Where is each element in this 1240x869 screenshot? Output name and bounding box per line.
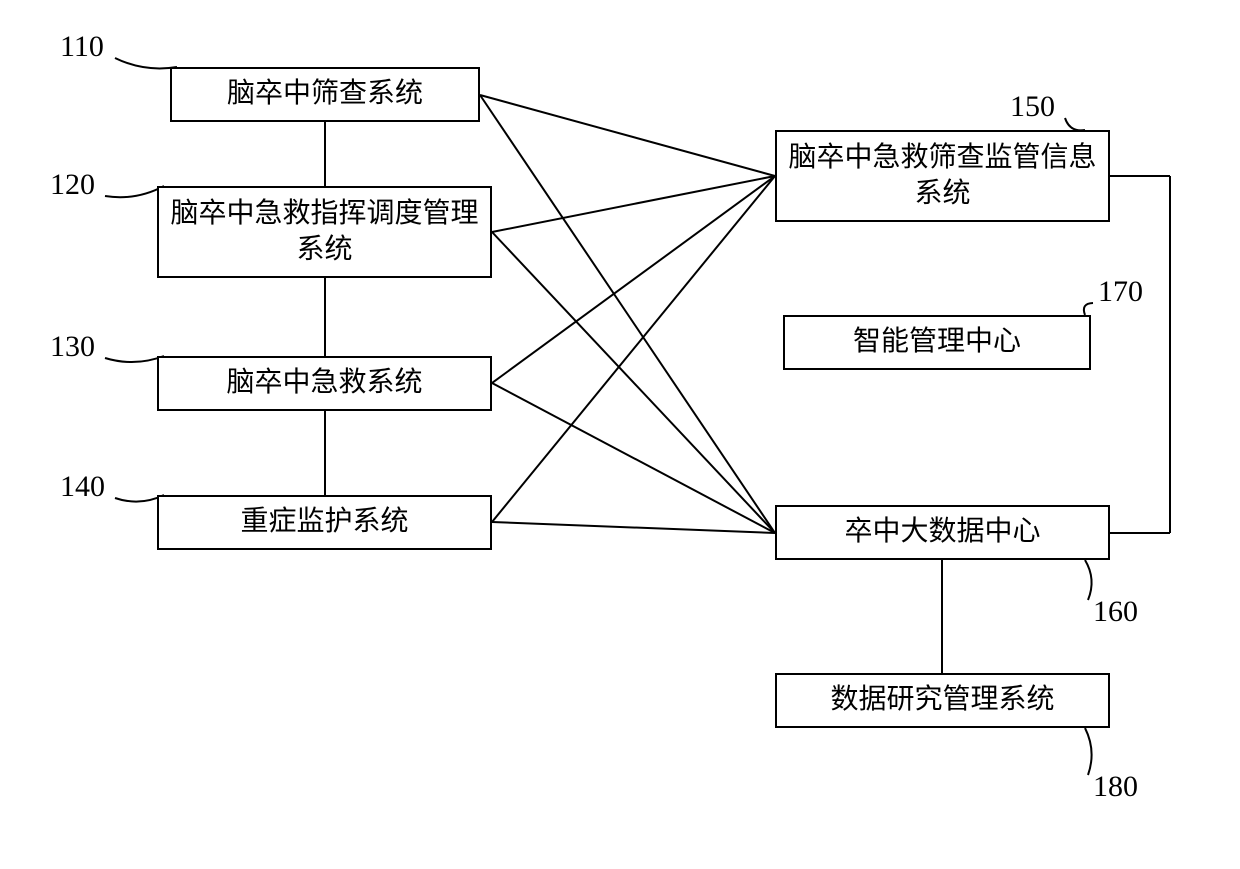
node-n110: 脑卒中筛查系统 bbox=[170, 67, 480, 122]
number-label-n140: 140 bbox=[60, 470, 105, 504]
node-n150: 脑卒中急救筛查监管信息系统 bbox=[775, 130, 1110, 222]
node-n130: 脑卒中急救系统 bbox=[157, 356, 492, 411]
node-n120: 脑卒中急救指挥调度管理系统 bbox=[157, 186, 492, 278]
node-n160: 卒中大数据中心 bbox=[775, 505, 1110, 560]
number-label-n110: 110 bbox=[60, 30, 104, 64]
number-label-n170: 170 bbox=[1098, 275, 1143, 309]
number-label-n120: 120 bbox=[50, 168, 95, 202]
number-label-n160: 160 bbox=[1093, 595, 1138, 629]
number-label-n150: 150 bbox=[1010, 90, 1055, 124]
node-n170: 智能管理中心 bbox=[783, 315, 1091, 370]
node-n140: 重症监护系统 bbox=[157, 495, 492, 550]
node-n180: 数据研究管理系统 bbox=[775, 673, 1110, 728]
number-label-n130: 130 bbox=[50, 330, 95, 364]
number-label-n180: 180 bbox=[1093, 770, 1138, 804]
